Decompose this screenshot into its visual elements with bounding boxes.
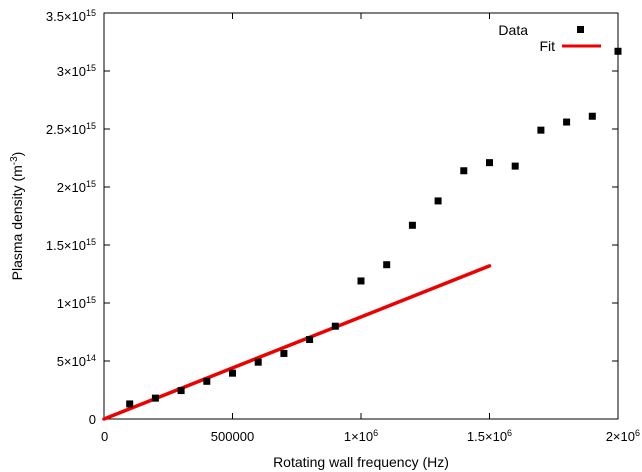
data-point — [126, 400, 134, 408]
data-point — [254, 358, 262, 366]
data-point — [434, 197, 442, 205]
x-tick-label: 1×106 — [344, 428, 378, 444]
y-tick-label: 1.5×1015 — [46, 237, 96, 253]
data-point — [511, 162, 519, 170]
data-point — [151, 394, 159, 402]
data-point — [614, 47, 622, 55]
x-tick-label: 0 — [101, 429, 108, 444]
legend-label-fit: Fit — [539, 38, 555, 54]
x-tick-label: 500000 — [211, 429, 254, 444]
data-point — [203, 377, 211, 385]
x-tick-label: 1.5×106 — [467, 428, 512, 444]
axis-ticks — [103, 12, 619, 420]
data-point — [280, 349, 288, 357]
tick-labels: 0 500000 1×106 1.5×106 2×106 0 5×1014 1×1015 1.5… — [46, 8, 640, 444]
data-point — [177, 387, 185, 395]
data-point — [563, 118, 571, 126]
data-point — [460, 167, 468, 175]
y-tick-label: 3.5×1015 — [46, 8, 96, 24]
y-tick-label: 2×1015 — [57, 179, 96, 195]
data-point — [537, 126, 545, 134]
series-layer — [102, 47, 622, 421]
y-tick-label: 0 — [89, 412, 96, 427]
legend-label-data: Data — [498, 22, 528, 38]
fit-line — [102, 264, 492, 421]
legend: Data Fit — [498, 22, 601, 54]
data-point — [408, 221, 416, 229]
data-point — [588, 112, 596, 120]
y-tick-label: 1×1015 — [57, 295, 96, 311]
plot-area-frame — [103, 12, 619, 420]
x-axis-label: Rotating wall frequency (Hz) — [273, 454, 449, 470]
data-point — [486, 159, 493, 167]
y-axis-label: Plasma density (m-3) — [9, 152, 25, 281]
y-tick-label: 5×1014 — [57, 353, 96, 369]
data-point — [383, 261, 391, 269]
data-point — [357, 277, 365, 285]
data-point — [229, 369, 236, 377]
y-tick-label: 3×1015 — [57, 63, 96, 79]
y-tick-label: 2.5×1015 — [46, 121, 96, 137]
data-point — [331, 322, 339, 330]
x-tick-label: 2×106 — [606, 428, 640, 444]
data-point — [306, 336, 314, 344]
legend-marker-data — [577, 26, 584, 33]
